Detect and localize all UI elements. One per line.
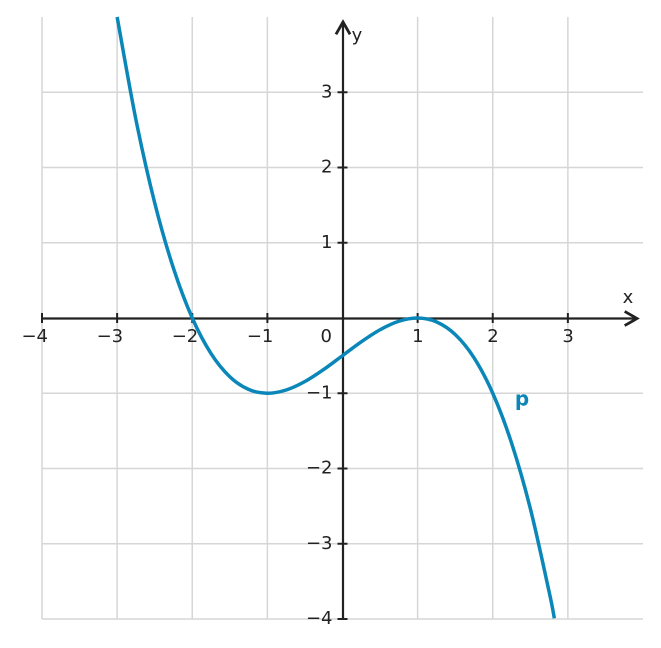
x-tick-label: 2	[487, 326, 498, 347]
y-tick-label: −4	[306, 608, 333, 629]
origin-label: 0	[321, 326, 332, 347]
x-tick-label: −3	[97, 326, 124, 347]
curve	[115, 16, 557, 619]
y-tick-label: −1	[306, 382, 333, 403]
x-tick-label: 1	[412, 326, 423, 347]
x-tick-label: 3	[562, 326, 573, 347]
x-tick-label: −4	[21, 326, 48, 347]
y-tick-label: −3	[306, 533, 333, 554]
x-axis-label: x	[623, 287, 634, 308]
y-tick-label: 1	[321, 232, 332, 253]
x-tick-label: −1	[247, 326, 274, 347]
x-tick-label: −2	[172, 326, 199, 347]
y-axis-label: y	[352, 25, 363, 46]
y-tick-label: −2	[306, 458, 333, 479]
curve-label: p	[515, 387, 529, 411]
y-tick-label: 3	[321, 81, 332, 102]
y-tick-label: 2	[321, 157, 332, 178]
